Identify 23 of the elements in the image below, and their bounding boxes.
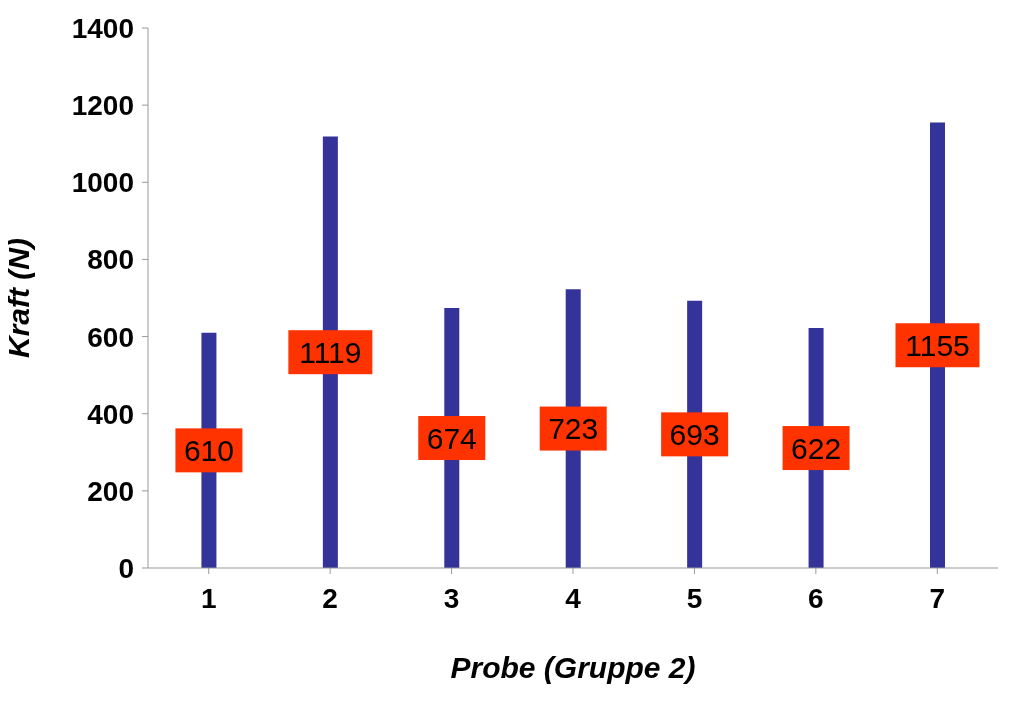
y-tick-label: 1400 (71, 12, 134, 44)
y-tick-label: 200 (87, 475, 134, 507)
x-tick-label: 4 (565, 582, 582, 614)
data-label: 1119 (299, 335, 362, 369)
x-tick-label: 1 (200, 582, 217, 614)
y-tick-label: 1000 (71, 167, 134, 199)
data-label: 622 (791, 431, 842, 465)
y-tick-label: 400 (87, 398, 134, 430)
data-label: 1155 (905, 328, 970, 362)
x-axis-title: Probe (Gruppe 2) (450, 651, 696, 684)
x-tick-label: 7 (929, 582, 946, 614)
x-tick-label: 2 (322, 582, 338, 614)
x-tick-label: 5 (686, 582, 703, 614)
data-label: 610 (183, 433, 234, 467)
y-tick-label: 600 (87, 321, 134, 353)
data-label: 674 (426, 421, 477, 455)
data-label: 693 (669, 417, 720, 451)
data-label: 723 (548, 412, 599, 446)
x-tick-label: 6 (808, 582, 824, 614)
y-tick-label: 800 (87, 244, 134, 276)
y-tick-label: 0 (118, 552, 134, 584)
x-tick-label: 3 (443, 582, 460, 614)
y-tick-label: 1200 (71, 90, 134, 122)
